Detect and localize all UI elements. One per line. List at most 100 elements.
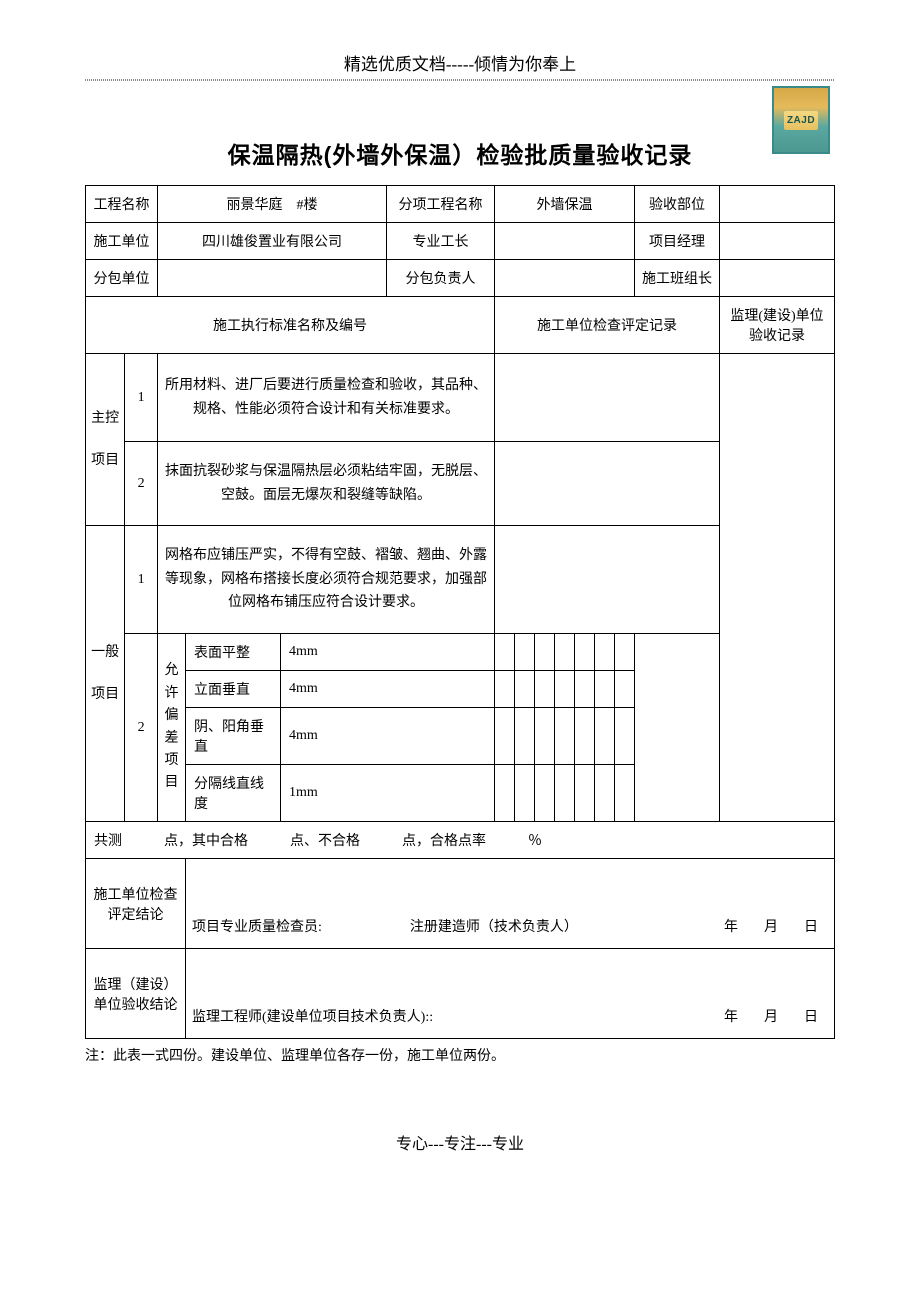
title-area: ZAJD 保温隔热(外墙外保温）检验批质量验收记录: [85, 136, 835, 170]
check-cell: [495, 442, 720, 526]
measure-cell: [595, 634, 615, 671]
role-supervisor: 监理工程师(建设单位项目技术负责人)::: [192, 1006, 433, 1026]
date-month: 月: [764, 916, 778, 936]
table-row: 施工单位 四川雄俊置业有限公司 专业工长 项目经理: [86, 223, 835, 260]
general-items-group-label: 一般项目: [86, 526, 125, 822]
label-project-name: 工程名称: [86, 186, 158, 223]
value-sub-head: [495, 260, 635, 297]
measure-cell: [495, 708, 515, 765]
tolerance-val: 4mm: [281, 671, 495, 708]
summary-seg: 点，合格点率: [402, 834, 486, 849]
measure-cell: [535, 634, 555, 671]
logo-text: ZAJD: [784, 111, 818, 130]
measure-cell: [595, 765, 615, 822]
label-foreman: 专业工长: [387, 223, 495, 260]
date-month: 月: [764, 1006, 778, 1026]
measure-cell: [575, 634, 595, 671]
page-header: 精选优质文档-----倾情为你奉上: [85, 50, 835, 81]
measure-cell: [515, 634, 535, 671]
label-accept-part: 验收部位: [635, 186, 720, 223]
table-row: 分包单位 分包负责人 施工班组长: [86, 260, 835, 297]
measure-cell: [495, 634, 515, 671]
conclusion-row: 监理（建设）单位验收结论 监理工程师(建设单位项目技术负责人):: 年 月 日: [86, 949, 835, 1039]
measure-cell: [555, 708, 575, 765]
tolerance-val: 1mm: [281, 765, 495, 822]
page-footer: 专心---专注---专业: [85, 1130, 835, 1154]
main-item-num: 1: [125, 354, 158, 442]
tolerance-val: 4mm: [281, 708, 495, 765]
label-pm: 项目经理: [635, 223, 720, 260]
measure-cell: [495, 671, 515, 708]
label-supervision-record: 监理(建设)单位验收记录: [720, 297, 835, 354]
conclusion-content: 项目专业质量检查员: 注册建造师（技术负责人） 年 月 日: [186, 859, 835, 949]
measure-cell: [515, 671, 535, 708]
signature-line: 项目专业质量检查员: 注册建造师（技术负责人） 年 月 日: [192, 871, 828, 936]
supervision-cell: [720, 354, 835, 822]
label-subcontract: 分包单位: [86, 260, 158, 297]
measure-cell: [535, 671, 555, 708]
tolerance-group-label: 允许偏差项目: [158, 634, 186, 822]
tolerance-name: 阴、阳角垂直: [186, 708, 281, 765]
date-day: 日: [804, 1006, 818, 1026]
measure-cell: [535, 765, 555, 822]
measure-cell: [575, 671, 595, 708]
date-year: 年: [724, 1006, 738, 1026]
measure-cell: [515, 765, 535, 822]
label-check-record: 施工单位检查评定记录: [495, 297, 720, 354]
conclusion-row: 施工单位检查评定结论 项目专业质量检查员: 注册建造师（技术负责人） 年 月 日: [86, 859, 835, 949]
value-sub-project: 外墙保温: [495, 186, 635, 223]
date-day: 日: [804, 916, 818, 936]
tolerance-name: 分隔线直线度: [186, 765, 281, 822]
summary-row: 共测 点，其中合格 点、不合格 点，合格点率 ％: [86, 822, 835, 859]
measure-cell: [615, 765, 635, 822]
main-items-group-label: 主控项目: [86, 354, 125, 526]
measure-cell: [615, 671, 635, 708]
value-team-leader: [720, 260, 835, 297]
check-cell: [495, 354, 720, 442]
date-group: 年 月 日: [724, 1006, 828, 1026]
measure-cell: [555, 634, 575, 671]
date-year: 年: [724, 916, 738, 936]
label-team-leader: 施工班组长: [635, 260, 720, 297]
measure-cell: [575, 765, 595, 822]
header-underline: [85, 79, 835, 81]
label-sub-head: 分包负责人: [387, 260, 495, 297]
summary-seg: 点，其中合格: [164, 834, 248, 849]
measure-cell: [615, 708, 635, 765]
role-inspector: 项目专业质量检查员:: [192, 916, 322, 936]
measure-cell: [595, 708, 615, 765]
label-construct-unit: 施工单位: [86, 223, 158, 260]
label-standard: 施工执行标准名称及编号: [86, 297, 495, 354]
tolerance-name: 表面平整: [186, 634, 281, 671]
general-item-text: 网格布应铺压严实，不得有空鼓、褶皱、翘曲、外露等现象，网格布搭接长度必须符合规范…: [158, 526, 495, 634]
value-pm: [720, 223, 835, 260]
logo-badge: ZAJD: [772, 86, 830, 154]
label-sub-project: 分项工程名称: [387, 186, 495, 223]
signature-line: 监理工程师(建设单位项目技术负责人):: 年 月 日: [192, 961, 828, 1026]
measure-cell: [575, 708, 595, 765]
general-item-num: 2: [125, 634, 158, 822]
document-title: 保温隔热(外墙外保温）检验批质量验收记录: [85, 136, 835, 170]
measure-cell: [535, 708, 555, 765]
measure-cell: [515, 708, 535, 765]
value-foreman: [495, 223, 635, 260]
summary-seg: ％: [528, 834, 542, 849]
form-table: 工程名称 丽景华庭 #楼 分项工程名称 外墙保温 验收部位 施工单位 四川雄俊置…: [85, 185, 835, 1039]
measure-cell: [615, 634, 635, 671]
value-construct-unit: 四川雄俊置业有限公司: [158, 223, 387, 260]
tolerance-val: 4mm: [281, 634, 495, 671]
footnote: 注：此表一式四份。建设单位、监理单位各存一份，施工单位两份。: [85, 1045, 835, 1065]
main-item-num: 2: [125, 442, 158, 526]
watermark-text: 精选优质文档-----倾情为你奉上: [344, 55, 576, 74]
role-builder: 注册建造师（技术负责人）: [410, 916, 578, 936]
measure-cell: [495, 765, 515, 822]
general-item-num: 1: [125, 526, 158, 634]
date-group: 年 月 日: [724, 916, 828, 936]
conclusion-content: 监理工程师(建设单位项目技术负责人):: 年 月 日: [186, 949, 835, 1039]
summary-text: 共测 点，其中合格 点、不合格 点，合格点率 ％: [86, 822, 835, 859]
main-item-text: 抹面抗裂砂浆与保温隔热层必须粘结牢固，无脱层、空鼓。面层无爆灰和裂缝等缺陷。: [158, 442, 495, 526]
measure-cell: [555, 671, 575, 708]
tolerance-name: 立面垂直: [186, 671, 281, 708]
value-accept-part: [720, 186, 835, 223]
main-item-text: 所用材料、进厂后要进行质量检查和验收，其品种、规格、性能必须符合设计和有关标准要…: [158, 354, 495, 442]
